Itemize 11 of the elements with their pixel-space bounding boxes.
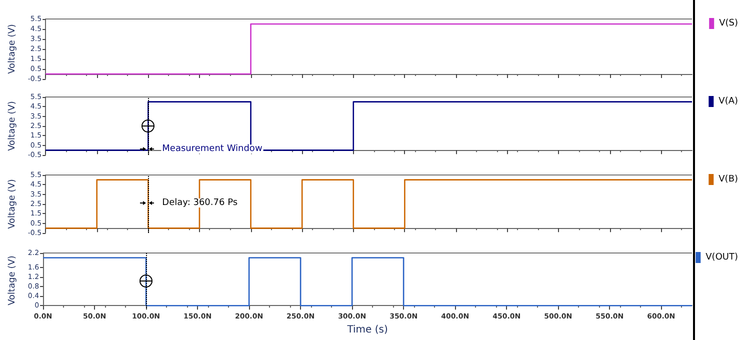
y-axis-title: Voltage (V) xyxy=(8,256,18,306)
legend-label: V(OUT) xyxy=(706,252,738,262)
legend-label: V(S) xyxy=(719,18,738,28)
x-axis-title: Time (s) xyxy=(346,324,388,336)
annotation: Measurement Window xyxy=(162,144,262,154)
y-axis-title: Voltage (V) xyxy=(8,24,18,74)
y-axis-title: Voltage (V) xyxy=(8,179,18,229)
legend-label: V(B) xyxy=(718,174,738,184)
y-axis-title: Voltage (V) xyxy=(8,101,18,151)
legend-label: V(A) xyxy=(718,96,738,106)
annotation: Delay: 360.76 Ps xyxy=(162,198,238,208)
